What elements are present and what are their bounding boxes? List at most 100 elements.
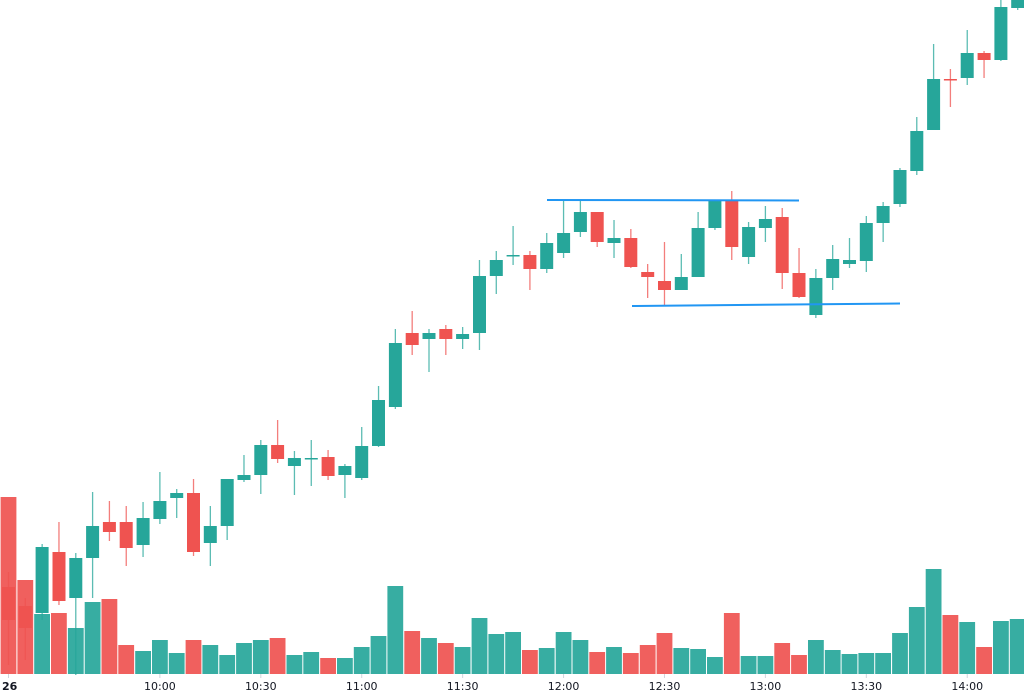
candle-up (254, 440, 268, 494)
volume-bar (841, 654, 858, 674)
volume-bar (723, 613, 740, 674)
volume-bar (892, 633, 908, 674)
volume-bar (808, 640, 824, 674)
candle-up (388, 329, 402, 409)
time-axis-label: 12:30 (649, 680, 681, 693)
volume-bar (942, 615, 959, 674)
volume-bar (320, 658, 336, 674)
time-axis-label: 13:00 (750, 680, 782, 693)
volume-bar (303, 652, 320, 674)
candle-down (102, 501, 116, 541)
volume-bar (84, 602, 101, 674)
candle-down (187, 479, 200, 556)
candle-down (439, 325, 453, 355)
time-axis-label: 10:00 (144, 680, 176, 693)
candle-up (573, 200, 587, 237)
volume-bar (286, 655, 303, 674)
candle-up (287, 451, 301, 495)
volume-bar (185, 640, 202, 674)
volume-bar (236, 643, 252, 674)
volume-bar (538, 648, 555, 674)
candle-up (304, 440, 318, 486)
time-axis-label: 10:30 (245, 680, 277, 693)
volume-bar (622, 653, 639, 674)
volume-bar (118, 645, 135, 674)
volume-bar (976, 647, 992, 674)
volume-bar (522, 650, 538, 674)
candle-up (170, 489, 184, 518)
candle-up (758, 206, 772, 242)
candle-up (456, 327, 470, 349)
candle-up (372, 386, 385, 447)
time-axis-label: 11:30 (447, 680, 479, 693)
time-axis-label: 13:30 (850, 680, 882, 693)
candle-up (355, 427, 369, 480)
candle-down (792, 248, 806, 298)
candle-down (725, 191, 739, 260)
volume-bar (505, 632, 521, 674)
candle-up (69, 553, 83, 675)
candle-down (405, 311, 419, 355)
volume-bar (353, 647, 370, 674)
volume-bar (437, 643, 454, 674)
volume-bar (656, 633, 673, 674)
candle-down (775, 208, 789, 289)
volume-bars (0, 497, 1024, 674)
volume-bar (454, 647, 471, 674)
resistance-trendline[interactable] (546, 199, 800, 202)
candle-down (119, 506, 133, 566)
volume-bar (269, 638, 286, 674)
volume-bar (51, 613, 67, 674)
volume-bar (555, 632, 572, 674)
volume-bar (252, 640, 269, 674)
time-axis-label: 26 (2, 680, 18, 693)
trendlines[interactable] (546, 199, 901, 307)
time-axis: 26 10:00 10:30 11:00 11:30 12:00 12:30 13:00 13:… (2, 674, 983, 693)
volume-bar (858, 653, 875, 674)
candle-up (153, 472, 167, 524)
time-axis-label: 11:00 (346, 680, 378, 693)
volume-bar (959, 622, 976, 674)
candle-down (658, 242, 671, 305)
candle-up (136, 502, 150, 557)
support-trendline[interactable] (631, 302, 901, 307)
candle-up (994, 0, 1008, 61)
candle-up (859, 216, 873, 272)
candle-down (943, 69, 957, 107)
volume-bar (925, 569, 942, 674)
volume-bar (421, 638, 437, 674)
volume-bar (572, 640, 589, 674)
volume-bar (219, 655, 236, 674)
volume-bar (707, 657, 723, 674)
candle-up (742, 222, 756, 264)
volume-bar (135, 651, 151, 674)
candle-up (86, 492, 100, 598)
candle-up (607, 220, 621, 258)
candle-down (641, 264, 655, 298)
volume-bar (387, 586, 404, 674)
candle-up (338, 464, 352, 498)
candle-up (35, 544, 49, 620)
volume-bar (875, 653, 891, 674)
candle-up (489, 251, 503, 294)
candle-up (708, 200, 722, 230)
candle-up (843, 238, 856, 268)
volume-bar (34, 614, 50, 674)
volume-bar (606, 647, 622, 674)
candle-up (557, 200, 571, 258)
candle-down (977, 51, 991, 78)
volume-bar (908, 607, 925, 674)
candle-up (540, 233, 554, 273)
candle-up (960, 30, 974, 85)
volume-bar (993, 621, 1009, 674)
candle-up (422, 329, 436, 372)
candle-up (1011, 0, 1024, 10)
candle-down (2, 572, 15, 665)
candle-up (506, 226, 520, 265)
volume-bar (152, 640, 168, 674)
candle-up (927, 44, 941, 130)
volume-bar (337, 658, 353, 674)
candle-down (590, 212, 604, 247)
